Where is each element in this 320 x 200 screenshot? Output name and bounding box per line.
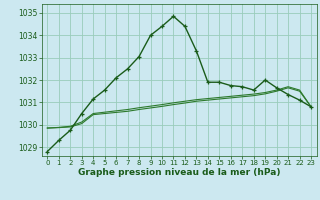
X-axis label: Graphe pression niveau de la mer (hPa): Graphe pression niveau de la mer (hPa) [78,168,280,177]
